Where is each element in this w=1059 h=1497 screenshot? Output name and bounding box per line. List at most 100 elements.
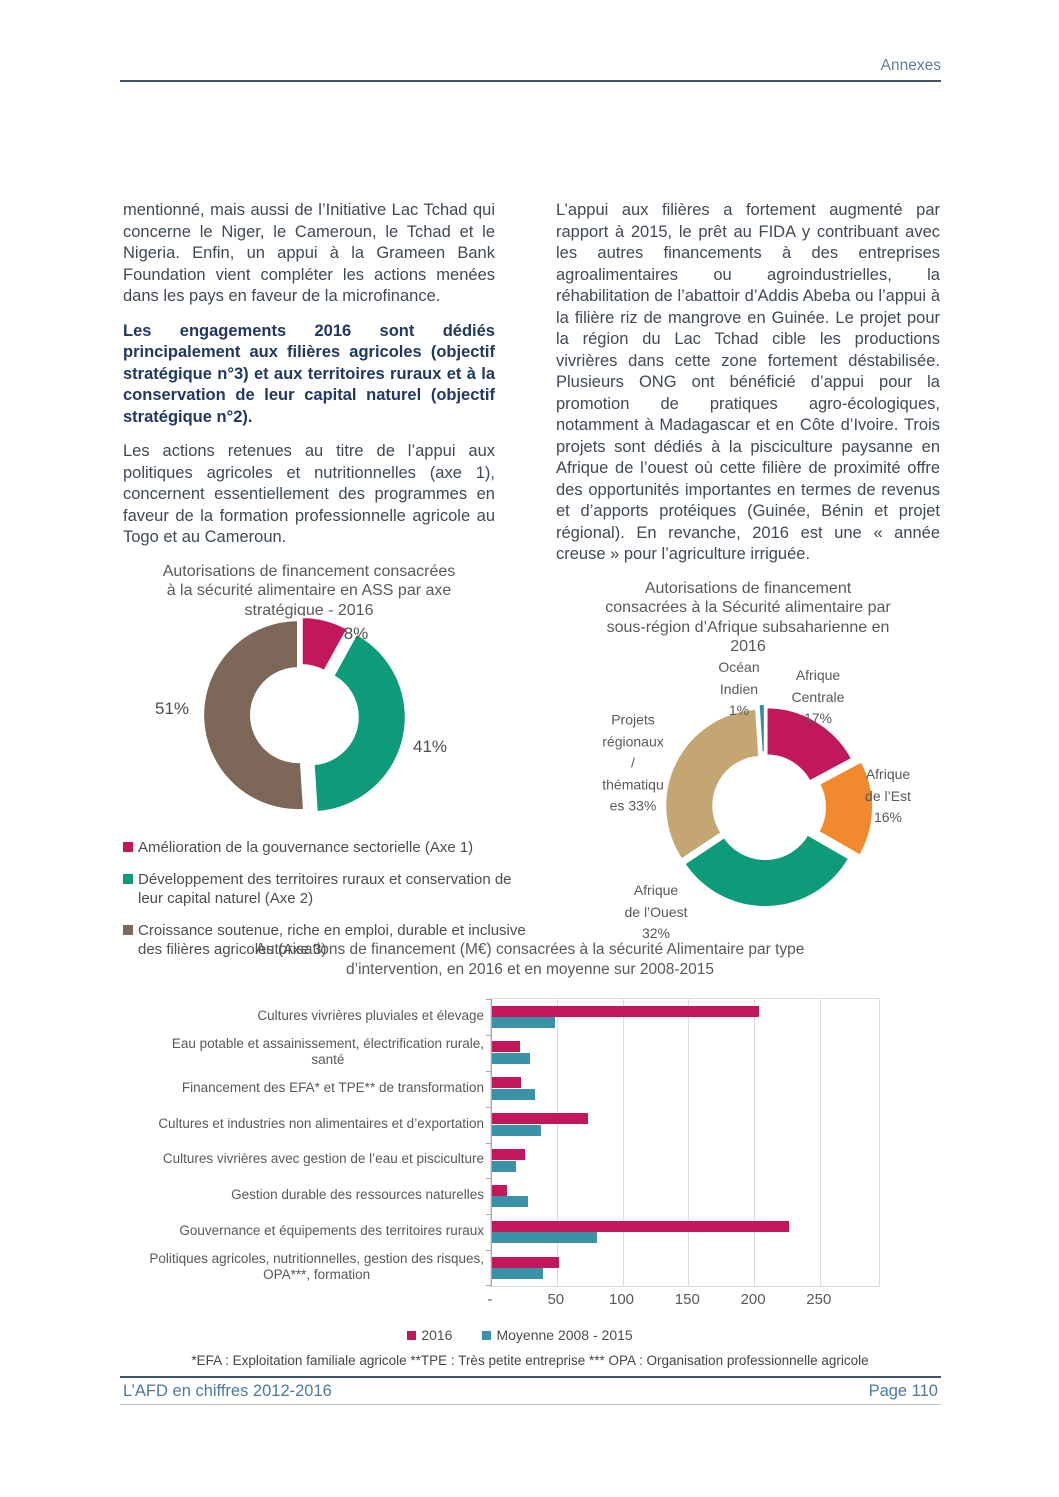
- left-column: mentionné, mais aussi de l’Initiative La…: [123, 200, 495, 620]
- footer-left-title: L’AFD en chiffres 2012-2016: [123, 1382, 332, 1400]
- bar-category-text-6: Gouvernance et équipements des territoir…: [179, 1223, 484, 1239]
- bar-2016-row-1: [492, 1041, 520, 1053]
- donut-slice-3: [664, 707, 761, 861]
- donut-right-title: Autorisations de financement consacrées …: [605, 579, 891, 656]
- donut-chart-axes-strategiques: [202, 616, 407, 814]
- footer-rule: [120, 1376, 941, 1378]
- footer: L’AFD en chiffres 2012-2016 Page 110: [123, 1382, 938, 1401]
- footnote: *EFA : Exploitation familiale agricole *…: [191, 1353, 869, 1368]
- bar-moyenne-2008---2015-row-2: [492, 1088, 536, 1100]
- bar-2016-row-6: [492, 1220, 790, 1232]
- legend-swatch-axe3: [123, 925, 133, 935]
- callout-afrique-centrale: Afrique Centrale 17%: [791, 666, 845, 726]
- gridline-150: [688, 999, 690, 1286]
- donut-left-title: Autorisations de financement consacrées …: [162, 562, 456, 619]
- x-tick-label-0: -: [487, 1291, 493, 1308]
- bar-moyenne-2008---2015-row-4: [492, 1160, 516, 1172]
- bar-moyenne-2008---2015-row-3: [492, 1124, 541, 1136]
- bar-plot-area: [486, 998, 880, 1287]
- callout-afrique-est: Afrique de l’Est 16%: [865, 765, 911, 825]
- bar-category-label-5: Gestion durable des ressources naturelle…: [120, 1177, 484, 1213]
- y-axis-tick: [486, 1285, 491, 1286]
- bar-legend-swatch-0: [407, 1330, 417, 1340]
- bar-moyenne-2008---2015-row-5: [492, 1196, 528, 1208]
- y-axis-tick: [486, 999, 491, 1000]
- bar-category-text-2: Financement des EFA* et TPE** de transfo…: [181, 1079, 484, 1095]
- bar-category-label-6: Gouvernance et équipements des territoir…: [120, 1213, 484, 1249]
- legend-label-axe1: Amélioration de la gouvernance sectoriel…: [138, 839, 474, 856]
- bar-2016-row-3: [492, 1113, 588, 1125]
- bar-chart-legend: 2016 Moyenne 2008 - 2015: [150, 1327, 890, 1343]
- bar-moyenne-2008---2015-row-1: [492, 1052, 531, 1064]
- bar-2016-row-0: [492, 1005, 759, 1017]
- bar-x-axis-ticks: - 50 100 150 200 250: [487, 1291, 878, 1309]
- y-axis-tick: [486, 1070, 491, 1072]
- header-rule: [120, 80, 941, 82]
- bar-category-text-0: Cultures vivrières pluviales et élevage: [257, 1007, 484, 1023]
- bar-category-text-1: Eau potable et assainissement, électrifi…: [171, 1035, 484, 1067]
- paragraph-left-3: Les actions retenues au titre de l’appui…: [123, 442, 495, 546]
- bar-2016-row-5: [492, 1184, 507, 1196]
- bar-2016-row-7: [492, 1256, 560, 1268]
- bar-category-text-5: Gestion durable des ressources naturelle…: [231, 1187, 484, 1203]
- bar-legend-item-0: 2016: [407, 1327, 452, 1343]
- bar-moyenne-2008---2015-row-7: [492, 1268, 544, 1280]
- legend-label-axe3: Croissance soutenue, riche en emploi, du…: [138, 922, 526, 958]
- paragraph-right-1: L’appui aux filières a fortement augment…: [556, 201, 940, 563]
- legend-label-axe2: Développement des territoires ruraux et …: [138, 871, 512, 907]
- bar-legend-label-0: 2016: [421, 1327, 453, 1343]
- right-column: L’appui aux filières a fortement augment…: [556, 200, 940, 657]
- bar-legend-label-1: Moyenne 2008 - 2015: [496, 1327, 633, 1343]
- x-tick-label-50: 50: [547, 1291, 565, 1308]
- donut-slice-0: [300, 616, 349, 673]
- x-tick-label-150: 150: [674, 1291, 700, 1308]
- donut-slice-2: [202, 619, 306, 812]
- callout-afrique-ouest: Afrique de l’Ouest 32%: [624, 881, 688, 941]
- bar-category-text-7: Politiques agricoles, nutritionnelles, g…: [149, 1251, 484, 1283]
- x-tick-label-100: 100: [608, 1291, 635, 1308]
- y-axis-tick: [486, 1034, 491, 1036]
- y-axis-tick: [486, 1106, 491, 1108]
- bar-legend-item-1: Moyenne 2008 - 2015: [482, 1327, 633, 1343]
- y-axis-tick: [486, 1178, 491, 1180]
- donut-slice-1: [312, 632, 407, 814]
- footer-rule-light: [120, 1404, 941, 1405]
- footer-page-number: Page 110: [868, 1382, 938, 1400]
- donut-chart-sous-regions: [664, 702, 874, 908]
- bar-category-label-7: Politiques agricoles, nutritionnelles, g…: [120, 1249, 484, 1285]
- donut-slice-4: [757, 702, 766, 754]
- y-axis-tick: [486, 1250, 491, 1252]
- bar-moyenne-2008---2015-row-6: [492, 1232, 598, 1244]
- gridline-50: [556, 999, 558, 1286]
- donut-slice-1: [817, 760, 874, 858]
- gridline-100: [622, 999, 624, 1286]
- donut-left-label-8pct: 8%: [343, 624, 369, 643]
- y-axis-tick: [486, 1214, 491, 1216]
- donut-slice-2: [682, 833, 851, 908]
- legend-item-axe1: Amélioration de la gouvernance sectoriel…: [123, 838, 535, 857]
- legend-swatch-axe1: [123, 842, 133, 852]
- x-tick-label-200: 200: [740, 1291, 766, 1308]
- bar-2016-row-4: [492, 1149, 525, 1160]
- bar-category-text-4: Cultures vivrières avec gestion de l’eau…: [162, 1151, 484, 1167]
- bar-legend-swatch-1: [482, 1330, 492, 1340]
- donut-left-legend: Amélioration de la gouvernance sectoriel…: [123, 838, 535, 972]
- legend-item-axe2: Développement des territoires ruraux et …: [123, 870, 535, 908]
- bar-chart-title: Autorisations de financement (M€) consac…: [255, 941, 805, 978]
- callout-projets-regionaux: Projets régionaux / thématiqu es 33%: [602, 711, 664, 814]
- bar-category-label-3: Cultures et industries non alimentaires …: [120, 1106, 484, 1142]
- bar-category-label-2: Financement des EFA* et TPE** de transfo…: [120, 1070, 484, 1106]
- y-axis-tick: [486, 1142, 491, 1144]
- donut-left-label-51pct: 51%: [154, 699, 190, 718]
- donut-slice-0: [765, 706, 854, 783]
- bar-category-labels: Cultures vivrières pluviales et élevage E…: [120, 998, 484, 1285]
- gridline-250: [819, 999, 821, 1286]
- paragraph-left-2-heading: Les engagements 2016 sont dédiés princip…: [123, 321, 495, 426]
- gridline-200: [754, 999, 756, 1286]
- page-header-annexes: Annexes: [880, 57, 941, 74]
- bar-category-label-1: Eau potable et assainissement, électrifi…: [120, 1034, 484, 1070]
- bar-2016-row-2: [492, 1077, 521, 1089]
- donut-left-label-41pct: 41%: [412, 737, 448, 756]
- callout-ocean-indien: Océan Indien 1%: [718, 658, 760, 718]
